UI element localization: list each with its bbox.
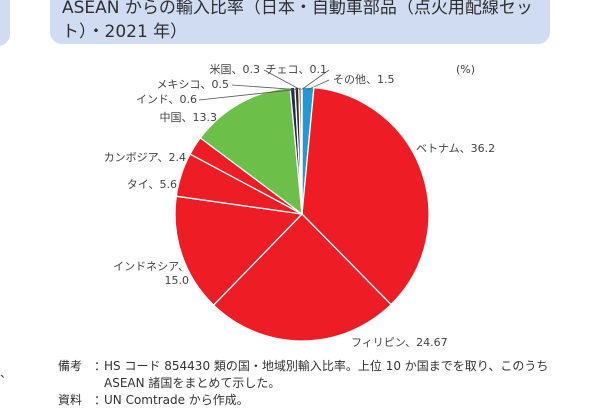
leader-line-8 (231, 84, 297, 91)
slice-label-5: カンボジア、2.4 (104, 151, 186, 164)
pie-slice-6 (199, 86, 303, 215)
unit-label: (%) (456, 63, 476, 76)
chart-title: ASEAN からの輸入比率（日本・自動車部品（点火用配線セット）・2021 年） (62, 0, 533, 42)
left-edge-mark: 、 (0, 366, 13, 380)
pie-slice-2 (212, 213, 392, 342)
leader-line-0 (307, 79, 330, 91)
left-panel-edge (0, 0, 10, 46)
chart-title-box: ASEAN からの輸入比率（日本・自動車部品（点火用配線セット）・2021 年） (50, 0, 550, 44)
slice-label-0: その他、1.5 (333, 73, 395, 86)
slice-label-6: 中国、13.3 (160, 111, 218, 124)
note-colon: ： (94, 359, 107, 373)
pie-slice-10 (300, 86, 303, 215)
source-key: 資料 (58, 393, 83, 407)
slice-label-3: インドネシア、 15.0 (113, 260, 189, 287)
note-source: 資料 ： UN Comtrade から作成。 (58, 392, 578, 409)
leader-line-10 (301, 69, 330, 90)
source-text: UN Comtrade から作成。 (104, 393, 249, 407)
slice-label-8: メキシコ、0.5 (157, 78, 230, 91)
slice-label-4: タイ、5.6 (127, 178, 177, 191)
leader-line-7 (198, 89, 293, 101)
pie-slice-1 (301, 86, 430, 306)
slice-label-9: 米国、0.3 (210, 63, 261, 76)
slice-label-10: チェコ、0.1 (266, 63, 328, 76)
note-remarks: 備考 ： HS コード 854430 類の国・地域別輸入比率。上位 10 か国ま… (58, 358, 578, 392)
slice-label-7: インド、0.6 (136, 93, 197, 106)
notes: 備考 ： HS コード 854430 類の国・地域別輸入比率。上位 10 か国ま… (58, 358, 578, 409)
note-text: HS コード 854430 類の国・地域別輸入比率。上位 10 か国までを取り、… (104, 359, 549, 390)
note-key: 備考 (58, 359, 83, 373)
source-colon: ： (94, 393, 107, 407)
slice-label-2: フィリピン、24.67 (351, 336, 448, 349)
pie-slice-3 (174, 195, 303, 306)
slice-label-1: ベトナム、36.2 (416, 142, 495, 155)
leader-line-9 (263, 69, 301, 90)
